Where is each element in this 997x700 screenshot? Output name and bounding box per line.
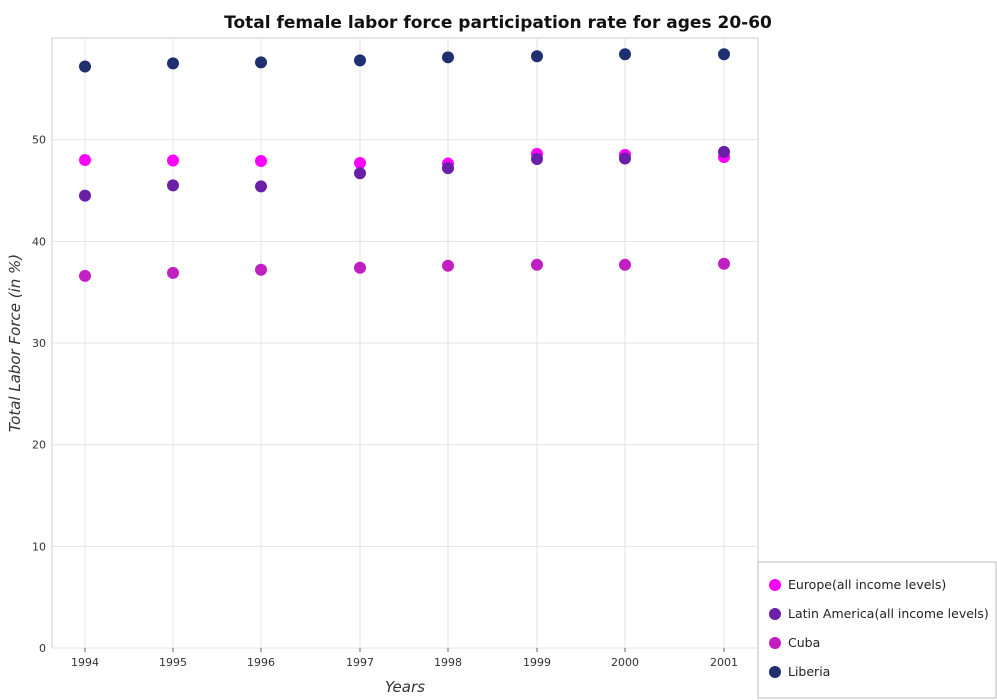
x-tick-label: 1995 bbox=[159, 656, 187, 669]
x-axis-label: Years bbox=[385, 678, 425, 696]
data-point bbox=[354, 54, 366, 67]
data-point bbox=[354, 157, 366, 170]
data-point bbox=[718, 257, 730, 270]
data-point bbox=[79, 189, 91, 202]
data-point bbox=[619, 258, 631, 271]
x-tick-label: 1999 bbox=[523, 656, 551, 669]
y-axis-label: Total Labor Force (in %) bbox=[6, 254, 24, 432]
data-point bbox=[167, 154, 179, 167]
y-tick-label: 40 bbox=[32, 235, 46, 248]
legend-entry: Cuba bbox=[788, 635, 820, 650]
legend-marker bbox=[769, 579, 781, 591]
data-point bbox=[255, 263, 267, 276]
data-point bbox=[442, 259, 454, 272]
data-point bbox=[619, 48, 631, 61]
legend-marker bbox=[769, 637, 781, 649]
x-tick-label: 1998 bbox=[434, 656, 462, 669]
data-point bbox=[167, 266, 179, 279]
legend-marker bbox=[769, 608, 781, 620]
data-point bbox=[442, 51, 454, 64]
legend-marker bbox=[769, 666, 781, 678]
data-point bbox=[354, 261, 366, 274]
x-tick-label: 2000 bbox=[611, 656, 639, 669]
legend-entry: Latin America(all income levels) bbox=[788, 606, 989, 621]
data-point bbox=[79, 269, 91, 282]
y-tick-label: 10 bbox=[32, 540, 46, 553]
data-point bbox=[167, 179, 179, 192]
y-axis-ticks: 0 10 20 30 40 50 bbox=[32, 134, 46, 655]
x-axis-ticks: 1994 1995 1996 1997 1998 1999 2000 2001 bbox=[71, 648, 738, 669]
data-point bbox=[531, 258, 543, 271]
legend-entry: Europe(all income levels) bbox=[788, 577, 946, 592]
data-point bbox=[718, 48, 730, 61]
data-points bbox=[79, 48, 730, 282]
data-point bbox=[718, 145, 730, 158]
legend: Europe(all income levels) Latin America(a… bbox=[757, 561, 997, 699]
data-point bbox=[79, 60, 91, 73]
data-point bbox=[79, 154, 91, 166]
data-point bbox=[442, 162, 454, 175]
data-point bbox=[531, 152, 543, 165]
chart-title: Total female labor force participation r… bbox=[224, 13, 772, 33]
x-tick-label: 1994 bbox=[71, 656, 99, 669]
data-point bbox=[531, 50, 543, 63]
y-tick-label: 20 bbox=[32, 439, 46, 452]
x-tick-label: 1996 bbox=[247, 656, 275, 669]
x-tick-label: 2001 bbox=[710, 656, 738, 669]
data-point bbox=[255, 155, 267, 168]
y-tick-label: 30 bbox=[32, 337, 46, 350]
data-point bbox=[255, 56, 267, 69]
data-point bbox=[167, 57, 179, 70]
x-tick-label: 1997 bbox=[346, 656, 374, 669]
data-point bbox=[255, 180, 267, 193]
y-tick-label: 50 bbox=[32, 134, 46, 147]
gridlines bbox=[52, 38, 758, 649]
data-point bbox=[619, 152, 631, 165]
y-tick-label: 0 bbox=[39, 642, 46, 655]
data-point bbox=[354, 167, 366, 180]
legend-box bbox=[757, 561, 997, 699]
legend-entry: Liberia bbox=[788, 664, 830, 679]
